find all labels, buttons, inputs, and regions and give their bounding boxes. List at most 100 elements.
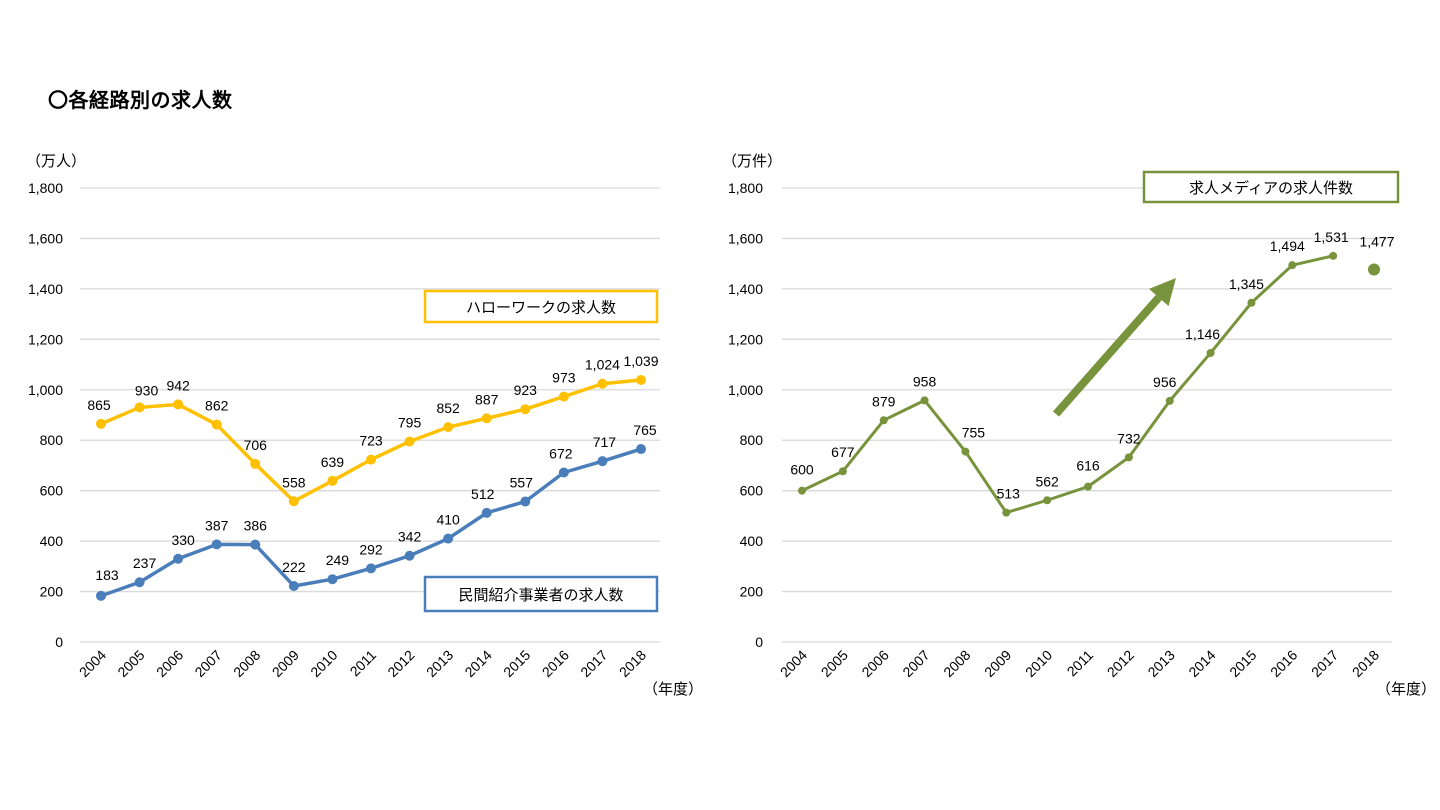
data-label: 1,477	[1359, 233, 1394, 249]
data-point	[879, 416, 888, 425]
data-point	[798, 486, 806, 495]
data-label: 513	[997, 486, 1021, 502]
data-point	[961, 447, 970, 456]
x-tick-label: 2010	[307, 647, 340, 680]
x-tick-label: 2006	[858, 647, 891, 680]
data-label: 956	[1153, 374, 1177, 390]
data-label: 923	[514, 382, 538, 398]
data-label: 765	[633, 422, 657, 438]
data-label: 677	[831, 444, 855, 460]
y-tick-label: 1,400	[28, 281, 63, 297]
y-tick-label: 1,000	[28, 382, 63, 398]
legend-label: ハローワークの求人数	[466, 300, 616, 317]
y-tick-label: 800	[740, 432, 764, 448]
x-tick-label: 2010	[1022, 647, 1055, 680]
legend-box	[423, 575, 659, 613]
data-point	[443, 422, 454, 433]
x-tick-label: 2006	[153, 647, 186, 680]
data-label: 1,345	[1229, 276, 1264, 292]
y-tick-label: 0	[55, 634, 63, 650]
data-label: 717	[593, 434, 617, 450]
data-label: 183	[95, 567, 119, 583]
x-tick-label: 2015	[500, 647, 533, 680]
y-tick-label: 1,400	[728, 281, 763, 297]
x-tick-label: 2014	[461, 647, 494, 680]
x-tick-label: 2007	[191, 647, 224, 680]
x-tick-label: 2017	[1308, 647, 1341, 680]
y-tick-label: 1,600	[28, 230, 63, 246]
data-label: 222	[282, 559, 306, 575]
data-point	[211, 539, 222, 550]
y-tick-label: 600	[40, 483, 64, 499]
x-tick-label: 2008	[940, 647, 973, 680]
data-point	[597, 378, 608, 389]
page-title: 〇各経路別の求人数	[48, 90, 233, 112]
data-point	[404, 436, 415, 447]
data-label: 639	[321, 454, 345, 470]
x-axis-unit: （年度）	[643, 681, 703, 698]
data-point	[173, 399, 184, 410]
data-point	[366, 563, 376, 574]
data-label: 930	[135, 382, 159, 398]
y-tick-label: 200	[740, 584, 764, 600]
data-label: 410	[436, 512, 460, 528]
x-tick-label: 2016	[1267, 647, 1300, 680]
data-label: 1,494	[1270, 238, 1305, 254]
y-tick-label: 1,600	[728, 230, 763, 246]
y-tick-label: 800	[40, 432, 64, 448]
data-point	[520, 404, 531, 415]
data-label: 387	[205, 517, 229, 533]
y-tick-label: 1,200	[28, 331, 63, 347]
data-label: 1,531	[1314, 229, 1349, 245]
data-point	[327, 574, 338, 585]
y-tick-label: 400	[40, 533, 64, 549]
data-label: 1,039	[623, 353, 658, 369]
data-label: 558	[282, 474, 306, 490]
data-point	[1084, 482, 1092, 491]
x-tick-label: 2018	[616, 647, 649, 680]
data-point	[250, 458, 261, 469]
y-axis-unit: （万件）	[722, 153, 782, 170]
x-tick-label: 2007	[899, 647, 932, 680]
data-label: 1,024	[585, 357, 620, 373]
x-tick-label: 2015	[1226, 647, 1259, 680]
data-point	[1329, 251, 1338, 260]
data-point	[443, 533, 454, 544]
data-point	[327, 475, 338, 486]
data-point	[173, 553, 184, 564]
legend-label: 民間紹介事業者の求人数	[458, 587, 623, 604]
series-1: 183 237 330 387 386 222 249 292 342 410 512 557 672 7…	[95, 422, 657, 601]
data-label: 887	[475, 391, 499, 407]
data-point	[134, 577, 145, 588]
x-tick-label: 2014	[1185, 647, 1218, 680]
x-axis-unit: （年度）	[1376, 681, 1436, 698]
x-tick-label: 2011	[1064, 647, 1097, 680]
y-tick-label: 600	[740, 483, 764, 499]
legend-box	[423, 289, 659, 324]
x-tick-label: 2005	[114, 647, 147, 680]
data-point	[481, 413, 492, 424]
data-label: 562	[1035, 473, 1059, 489]
data-label: 386	[244, 518, 268, 534]
data-label: 600	[790, 462, 814, 478]
data-label: 795	[398, 414, 422, 430]
trend-arrow-shaft	[1053, 294, 1162, 417]
data-point	[1206, 348, 1215, 357]
data-label: 1,146	[1185, 326, 1220, 342]
legend-label: 求人メディアの求人件数	[1189, 179, 1353, 197]
x-tick-label: 2017	[577, 647, 610, 680]
chart-left: 0 200 400 600 800 1,000 1,200 1,400 1,600 1,800 （万…	[26, 153, 703, 698]
x-tick-label: 2018	[1349, 647, 1382, 680]
y-axis-unit: （万人）	[26, 153, 86, 170]
data-point	[211, 419, 222, 430]
data-point	[1002, 508, 1011, 517]
series-line	[801, 254, 1334, 515]
data-point	[1247, 298, 1256, 307]
data-label: 942	[166, 377, 190, 393]
data-point	[366, 454, 376, 465]
data-point	[96, 418, 106, 429]
data-point	[1165, 396, 1174, 405]
data-point	[558, 391, 569, 402]
y-tick-label: 1,200	[728, 331, 763, 347]
